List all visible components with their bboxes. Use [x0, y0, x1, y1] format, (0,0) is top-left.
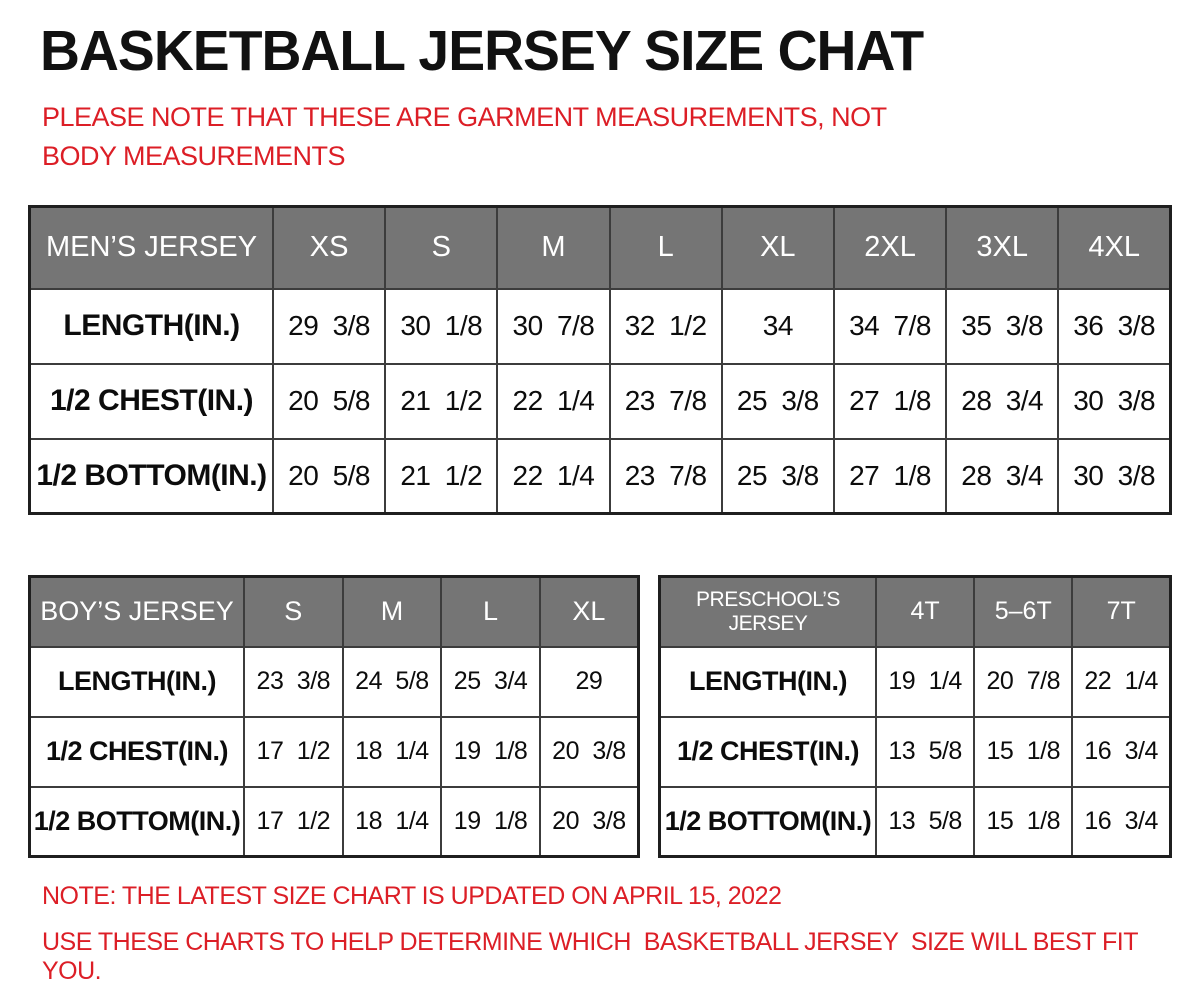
measurement-cell: 32 1/2	[608, 287, 723, 365]
size-header-cell: XL	[538, 575, 640, 648]
preschools-jersey-size-table: PRESCHOOL’S JERSEY 4T 5–6T 7T LENGTH(IN.) 19 …	[658, 575, 1172, 858]
header-row: BOY’S JERSEY S M L XL	[28, 575, 640, 648]
measurement-cell: 20 3/8	[538, 785, 640, 858]
row-label-cell: 1/2 BOTTOM(IN.)	[658, 785, 877, 858]
row-label-cell: LENGTH(IN.)	[28, 645, 245, 718]
measurement-cell: 28 3/4	[945, 437, 1060, 515]
measurement-cell: 13 5/8	[874, 715, 976, 788]
size-header-cell: L	[440, 575, 541, 648]
measurement-cell: 16 3/4	[1071, 785, 1172, 858]
table-row: LENGTH(IN.) 23 3/8 24 5/8 25 3/4 29	[28, 645, 640, 718]
size-header-cell: 3XL	[945, 205, 1060, 290]
measurement-cell: 36 3/8	[1057, 287, 1172, 365]
measurement-cell: 17 1/2	[243, 785, 344, 858]
measurement-cell: 34	[720, 287, 835, 365]
table-row: LENGTH(IN.) 29 3/8 30 1/8 30 7/8 32 1/2 34 34 …	[28, 287, 1172, 365]
page-title: BASKETBALL JERSEY SIZE CHAT	[40, 19, 924, 83]
size-header-cell: S	[243, 575, 344, 648]
table-title-cell: MEN’S JERSEY	[28, 205, 274, 290]
measurement-cell: 30 7/8	[496, 287, 611, 365]
row-label-cell: 1/2 CHEST(IN.)	[28, 715, 245, 788]
size-header-cell: M	[496, 205, 611, 290]
size-header-cell: 2XL	[832, 205, 948, 290]
measurement-cell: 27 1/8	[832, 362, 948, 440]
row-label-cell: 1/2 CHEST(IN.)	[658, 715, 877, 788]
measurement-cell: 25 3/8	[720, 437, 835, 515]
table-row: 1/2 BOTTOM(IN.) 17 1/2 18 1/4 19 1/8 20 3/8	[28, 785, 640, 858]
measurement-cell: 23 7/8	[608, 362, 723, 440]
measurement-cell: 20 5/8	[271, 437, 387, 515]
mens-jersey-size-table: MEN’S JERSEY XS S M L XL 2XL 3XL 4XL LENGTH(IN.) 2…	[28, 205, 1172, 515]
size-header-cell: 5–6T	[973, 575, 1074, 648]
measurement-cell: 23 3/8	[243, 645, 344, 718]
update-date-note: NOTE: THE LATEST SIZE CHART IS UPDATED O…	[42, 882, 782, 910]
size-header-cell: 4XL	[1057, 205, 1172, 290]
measurement-cell: 29	[538, 645, 640, 718]
boys-jersey-size-table: BOY’S JERSEY S M L XL LENGTH(IN.) 23 3/8 24 5/8…	[28, 575, 640, 858]
size-header-cell: 4T	[874, 575, 976, 648]
size-header-cell: L	[608, 205, 723, 290]
measurement-cell: 24 5/8	[341, 645, 443, 718]
table-title-cell: PRESCHOOL’S JERSEY	[658, 575, 877, 648]
size-header-cell: S	[384, 205, 499, 290]
table-row: 1/2 CHEST(IN.) 17 1/2 18 1/4 19 1/8 20 3/8	[28, 715, 640, 788]
measurement-cell: 21 1/2	[384, 362, 499, 440]
measurement-cell: 25 3/4	[440, 645, 541, 718]
measurement-cell: 19 1/8	[440, 715, 541, 788]
size-header-cell: XS	[271, 205, 387, 290]
measurement-cell: 19 1/8	[440, 785, 541, 858]
size-header-cell: 7T	[1071, 575, 1172, 648]
measurement-cell: 29 3/8	[271, 287, 387, 365]
measurement-cell: 18 1/4	[341, 785, 443, 858]
measurement-cell: 34 7/8	[832, 287, 948, 365]
table-row: 1/2 BOTTOM(IN.) 13 5/8 15 1/8 16 3/4	[658, 785, 1172, 858]
measurement-cell: 20 5/8	[271, 362, 387, 440]
header-row: MEN’S JERSEY XS S M L XL 2XL 3XL 4XL	[28, 205, 1172, 290]
measurement-cell: 20 3/8	[538, 715, 640, 788]
usage-note: USE THESE CHARTS TO HELP DETERMINE WHICH…	[42, 928, 1144, 985]
table-row: LENGTH(IN.) 19 1/4 20 7/8 22 1/4	[658, 645, 1172, 718]
row-label-cell: 1/2 BOTTOM(IN.)	[28, 785, 245, 858]
header-row: PRESCHOOL’S JERSEY 4T 5–6T 7T	[658, 575, 1172, 648]
measurement-cell: 22 1/4	[496, 437, 611, 515]
table-title-cell: BOY’S JERSEY	[28, 575, 245, 648]
size-header-cell: XL	[720, 205, 835, 290]
measurement-cell: 16 3/4	[1071, 715, 1172, 788]
measurement-cell: 30 3/8	[1057, 362, 1172, 440]
table-row: 1/2 CHEST(IN.) 20 5/8 21 1/2 22 1/4 23 7/8 25…	[28, 362, 1172, 440]
measurement-cell: 25 3/8	[720, 362, 835, 440]
table-row: 1/2 CHEST(IN.) 13 5/8 15 1/8 16 3/4	[658, 715, 1172, 788]
measurement-cell: 15 1/8	[973, 785, 1074, 858]
measurement-cell: 15 1/8	[973, 715, 1074, 788]
measurement-cell: 13 5/8	[874, 785, 976, 858]
measurement-cell: 18 1/4	[341, 715, 443, 788]
row-label-cell: LENGTH(IN.)	[28, 287, 274, 365]
measurement-cell: 22 1/4	[496, 362, 611, 440]
table-row: 1/2 BOTTOM(IN.) 20 5/8 21 1/2 22 1/4 23 7/8 2…	[28, 437, 1172, 515]
measurement-cell: 35 3/8	[945, 287, 1060, 365]
row-label-cell: LENGTH(IN.)	[658, 645, 877, 718]
measurement-cell: 17 1/2	[243, 715, 344, 788]
measurement-cell: 20 7/8	[973, 645, 1074, 718]
measurement-cell: 27 1/8	[832, 437, 948, 515]
garment-measurements-note: PLEASE NOTE THAT THESE ARE GARMENT MEASU…	[42, 102, 887, 172]
measurement-cell: 21 1/2	[384, 437, 499, 515]
measurement-cell: 30 1/8	[384, 287, 499, 365]
measurement-cell: 28 3/4	[945, 362, 1060, 440]
measurement-cell: 22 1/4	[1071, 645, 1172, 718]
measurement-cell: 19 1/4	[874, 645, 976, 718]
measurement-cell: 30 3/8	[1057, 437, 1172, 515]
row-label-cell: 1/2 CHEST(IN.)	[28, 362, 274, 440]
size-header-cell: M	[341, 575, 443, 648]
measurement-cell: 23 7/8	[608, 437, 723, 515]
row-label-cell: 1/2 BOTTOM(IN.)	[28, 437, 274, 515]
